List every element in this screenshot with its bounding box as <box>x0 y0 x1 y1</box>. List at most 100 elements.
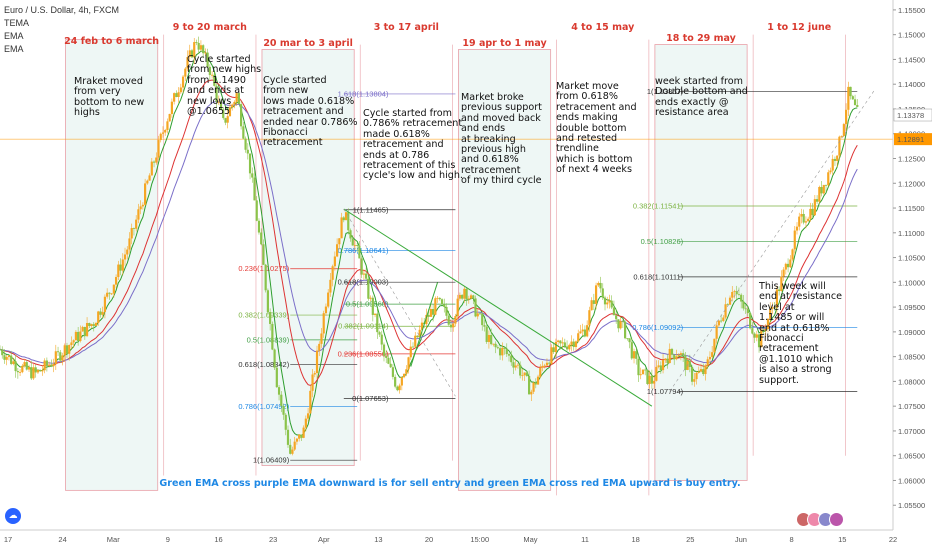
candle-body <box>581 329 584 332</box>
candle-body <box>43 360 46 371</box>
candle-body <box>510 355 513 363</box>
fib-level-label: 0(1.07653) <box>352 394 389 403</box>
candle-body <box>108 292 111 294</box>
annotation-note-4: Cycle started from 0.786% retracement ma… <box>363 108 463 182</box>
period-label: 3 to 17 april <box>374 22 439 33</box>
candle-body <box>699 369 703 372</box>
candle-body <box>253 177 256 201</box>
candle-body <box>300 434 303 438</box>
candle-body <box>61 355 64 361</box>
candle-body <box>418 329 421 338</box>
time-tick-label: 13 <box>374 535 382 544</box>
candle-body <box>347 212 350 231</box>
candle-body <box>213 74 216 86</box>
candles <box>0 36 859 456</box>
candle-body <box>530 391 533 395</box>
candle-body <box>128 238 131 250</box>
candle-body <box>63 345 66 356</box>
candle-body <box>137 209 140 220</box>
price-tick-label: 1.07500 <box>898 402 925 411</box>
candle-body <box>586 325 589 337</box>
candle-body <box>543 365 546 367</box>
fib-level-label: 0.236(1.08556) <box>338 349 389 358</box>
candle-body <box>103 296 107 312</box>
candle-body <box>420 322 424 330</box>
tradingview-logo-icon[interactable]: ☁ <box>5 508 21 524</box>
candle-body <box>809 208 812 219</box>
indicator-ema-1[interactable]: EMA <box>4 31 24 41</box>
candle-body <box>552 347 555 353</box>
candle-body <box>840 135 843 137</box>
candle-body <box>577 333 580 342</box>
candle-body <box>219 101 223 110</box>
indicator-tema[interactable]: TEMA <box>4 18 30 28</box>
candle-body <box>469 295 473 299</box>
candle-body <box>83 326 86 337</box>
candle-body <box>791 249 794 260</box>
candle-body <box>746 309 749 314</box>
candle-body <box>583 329 587 337</box>
fib-diagonal <box>343 208 456 397</box>
candle-body <box>744 308 747 310</box>
candle-body <box>338 238 341 245</box>
candle-body <box>0 349 2 351</box>
candle-body <box>1 349 4 356</box>
candle-body <box>811 208 814 216</box>
candle-body <box>222 109 225 119</box>
annotation-note-2: Cycle started from new highs from 1.1490… <box>187 54 262 118</box>
fib-level-label: 0.382(1.11541) <box>633 202 684 211</box>
price-tick-label: 1.05500 <box>898 501 925 510</box>
candle-body <box>349 230 352 239</box>
candle-body <box>561 342 564 344</box>
candle-body <box>514 365 517 368</box>
candle-body <box>175 93 178 97</box>
candle-body <box>358 245 361 259</box>
price-tick-label: 1.12500 <box>898 155 925 164</box>
candle-body <box>664 358 667 361</box>
candle-body <box>762 329 765 331</box>
time-tick-label: 22 <box>889 535 897 544</box>
candle-body <box>248 153 252 174</box>
candle-body <box>181 76 185 88</box>
avatars-icon[interactable] <box>796 512 852 527</box>
candle-body <box>81 326 84 332</box>
candle-body <box>713 338 716 353</box>
time-tick-label: Apr <box>318 535 330 544</box>
candle-body <box>443 304 446 307</box>
candle-body <box>467 298 470 300</box>
candle-body <box>454 316 457 324</box>
candle-body <box>425 314 428 325</box>
candle-body <box>240 104 243 127</box>
candle-body <box>733 291 736 293</box>
candle-body <box>99 311 102 315</box>
candle-body <box>385 355 388 358</box>
price-tick-label: 1.09500 <box>898 303 925 312</box>
candle-body <box>309 390 312 414</box>
candle-body <box>503 347 506 349</box>
candle-body <box>146 180 149 184</box>
candle-body <box>123 254 127 260</box>
candle-body <box>655 366 658 381</box>
time-tick-label: 18 <box>632 535 640 544</box>
candle-body <box>539 367 542 377</box>
candle-body <box>235 93 238 102</box>
time-axis: 17 24 Mar 9 16 23 Apr 13 20 15:00 May 11 18 25 Jun 8 15 2… <box>0 529 897 544</box>
price-tick-label: 1.06500 <box>898 452 925 461</box>
candle-body <box>396 386 399 391</box>
indicator-ema-2[interactable]: EMA <box>4 44 24 54</box>
candle-body <box>152 161 156 163</box>
candle-body <box>21 365 24 373</box>
fib-level-label: 0.5(1.10826) <box>641 237 684 246</box>
candle-body <box>206 52 209 67</box>
candle-body <box>327 292 330 307</box>
price-tick-label: 1.15000 <box>898 31 925 40</box>
candle-body <box>398 385 401 391</box>
price-tick-label: 1.15500 <box>898 6 925 15</box>
candle-body <box>753 333 756 338</box>
candle-body <box>291 449 294 454</box>
candle-body <box>434 298 437 315</box>
candle-body <box>231 104 234 108</box>
time-tick-label: 24 <box>58 535 66 544</box>
candle-body <box>177 92 180 97</box>
